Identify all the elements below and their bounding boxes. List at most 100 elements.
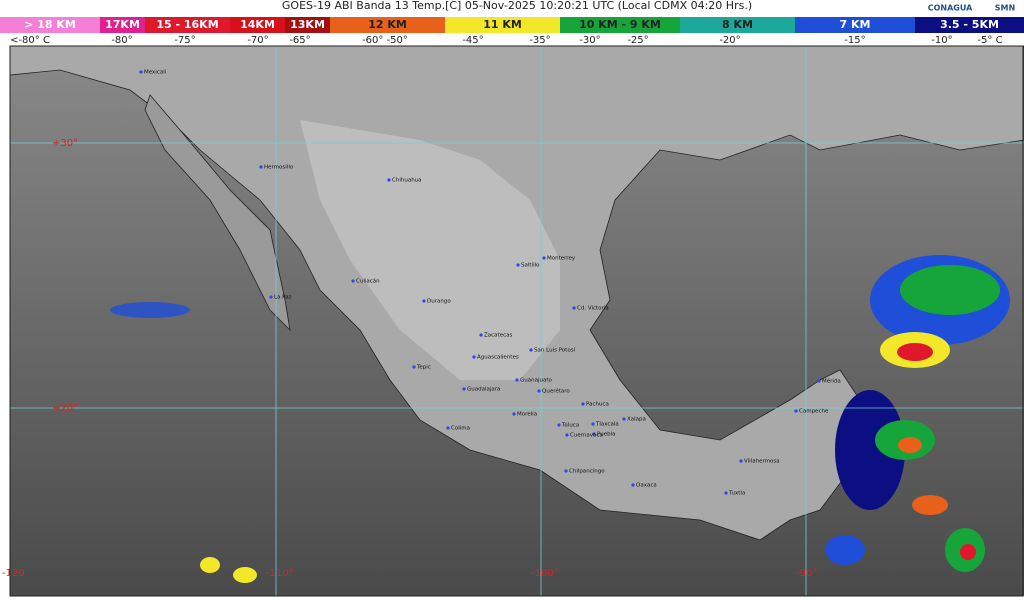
title: GOES-19 ABI Banda 13 Temp.[C] 05-Nov-202…	[282, 0, 752, 12]
city-label: Zacatecas	[484, 333, 512, 339]
city-label: Monterrey	[547, 256, 576, 262]
scale-segment	[330, 17, 445, 33]
city-label: Cuernavaca	[570, 433, 603, 439]
temp-label: -10°	[931, 35, 952, 46]
city-label: Chihuahua	[392, 178, 422, 184]
city-label: Xalapa	[627, 417, 646, 423]
city-label: Culiacán	[356, 278, 380, 285]
city-label: Tepic	[416, 365, 431, 371]
city-marker	[412, 365, 416, 369]
longitude-label: -90°	[796, 568, 817, 579]
city-label: Toluca	[561, 423, 579, 429]
city-label: Saltillo	[521, 263, 540, 269]
scale-label: > 18 KM	[24, 18, 76, 31]
logo: CONAGUA	[928, 4, 973, 13]
city-marker	[794, 409, 798, 413]
city-label: Hermosillo	[264, 165, 294, 171]
color-scale: > 18 KM 17KM 15 - 16KM 14KM 13KM 12 KM 11 KM 10…	[0, 4, 1024, 46]
city-marker	[565, 433, 569, 437]
scale-segment	[100, 17, 145, 33]
city-label: La Paz	[274, 295, 292, 301]
city-marker	[516, 263, 520, 267]
city-marker	[724, 491, 728, 495]
scale-segment	[795, 17, 915, 33]
city-marker	[139, 70, 143, 74]
temp-label: -30°	[579, 35, 600, 46]
scale-label: 12 KM	[368, 18, 407, 31]
city-label: Cd. Victoria	[577, 306, 609, 312]
scale-segment	[560, 17, 680, 33]
city-marker	[622, 417, 626, 421]
graticule	[10, 46, 1024, 596]
scale-label: 15 - 16KM	[156, 18, 218, 31]
city-marker	[512, 412, 516, 416]
city-label: Tuxtla	[728, 491, 745, 497]
map	[9, 45, 1024, 597]
temp-label: -80°	[111, 35, 132, 46]
city-label: Mérida	[822, 378, 841, 385]
city-marker	[269, 295, 273, 299]
temp-label: -60° -50°	[362, 35, 408, 46]
city-label: Guadalajara	[467, 387, 500, 393]
map-labels: +30° +20° -120 -110° -100° -90° Mexicali Hermos…	[2, 70, 841, 580]
longitude-label: -120	[2, 568, 25, 579]
city-marker	[387, 178, 391, 182]
city-marker	[557, 423, 561, 427]
city-marker	[817, 379, 821, 383]
scale-label: 7 KM	[840, 18, 871, 31]
cloud-cover	[300, 120, 560, 380]
temp-label: -15°	[844, 35, 865, 46]
convective-clouds	[110, 255, 1010, 583]
scale-segment	[0, 17, 100, 33]
city-marker	[572, 306, 576, 310]
city-marker	[351, 279, 355, 283]
longitude-label: -110°	[266, 568, 294, 579]
temp-label: -5° C	[977, 35, 1002, 46]
city-label: Chilpancingo	[569, 469, 605, 475]
city-label: Querétaro	[542, 388, 570, 395]
scale-segment	[445, 17, 560, 33]
scale-label: 10 KM - 9 KM	[579, 18, 661, 31]
scale-segment	[915, 17, 1024, 33]
city-label: Puebla	[597, 432, 615, 438]
logo: SMN	[995, 4, 1015, 13]
city-label: Villahermosa	[744, 459, 780, 465]
city-marker	[529, 348, 533, 352]
city-label: Mexicali	[144, 70, 167, 76]
latitude-label: +30°	[52, 138, 78, 149]
map-frame	[9, 45, 1024, 597]
scale-segment	[230, 17, 285, 33]
temp-label: -25°	[627, 35, 648, 46]
city-marker	[422, 299, 426, 303]
city-label: Aguascalientes	[477, 355, 519, 361]
city-label: Campeche	[799, 409, 829, 415]
city-marker	[592, 432, 596, 436]
city-marker	[259, 165, 263, 169]
temp-label: -75°	[174, 35, 195, 46]
scale-label: 11 KM	[483, 18, 522, 31]
city-marker	[479, 333, 483, 337]
temp-label: <-80° C	[10, 35, 50, 46]
city-marker	[564, 469, 568, 473]
temp-label: -70°	[247, 35, 268, 46]
city-label: Tlaxcala	[595, 422, 619, 428]
city-marker	[537, 389, 541, 393]
city-marker	[462, 387, 466, 391]
city-label: Morelia	[517, 412, 537, 418]
scale-segment	[680, 17, 795, 33]
scale-label: 17KM	[105, 18, 140, 31]
city-marker	[739, 459, 743, 463]
city-label: San Luis Potosí	[534, 347, 576, 354]
temp-label: -45°	[462, 35, 483, 46]
scale-label: 3.5 - 5KM	[940, 18, 999, 31]
city-label: Guanajuato	[520, 378, 553, 384]
city-label: Pachuca	[586, 402, 609, 408]
city-label: Oaxaca	[636, 483, 657, 489]
temp-label: -20°	[719, 35, 740, 46]
city-marker	[591, 422, 595, 426]
city-label: Durango	[427, 299, 451, 305]
city-label: Colima	[451, 426, 470, 432]
city-marker	[446, 426, 450, 430]
